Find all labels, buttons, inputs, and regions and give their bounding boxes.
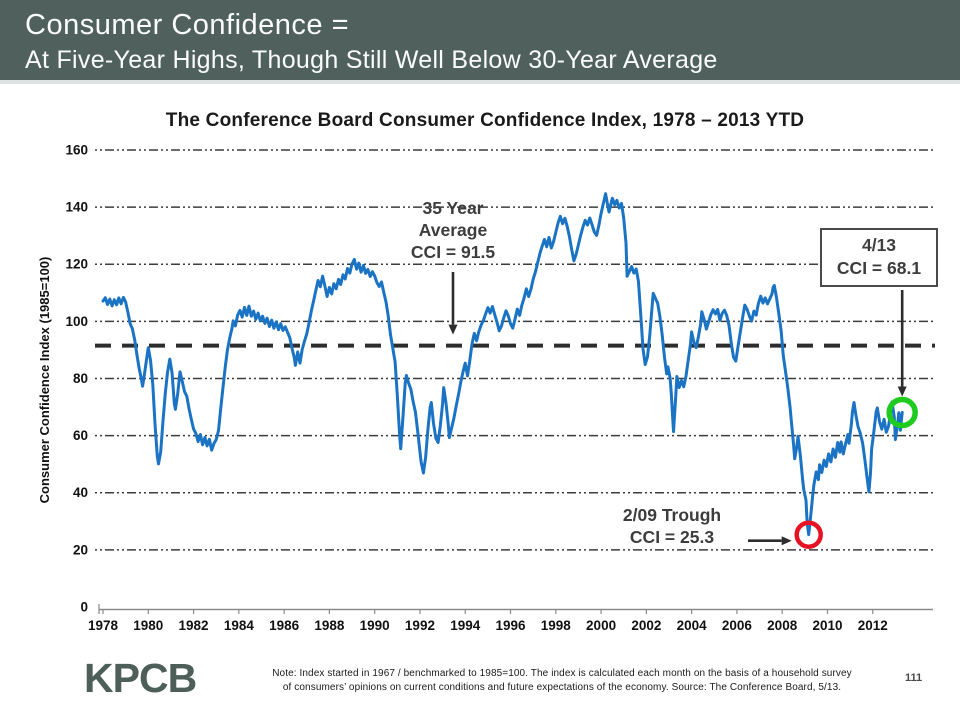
trough-annotation-line1: 2/09 Trough (622, 505, 722, 525)
source-note: Note: Index started in 1967 / benchmarke… (216, 667, 908, 694)
slide-header: Consumer Confidence = At Five-Year Highs… (0, 0, 960, 84)
slide-title-line2: At Five-Year Highs, Though Still Well Be… (25, 46, 718, 74)
x-tick-label-2010: 2010 (812, 618, 842, 633)
latest-value-callout: 4/13 CCI = 68.1 (820, 228, 938, 287)
x-tick-label-1994: 1994 (450, 618, 481, 633)
average-annotation: 35 Year Average CCI = 91.5 (383, 197, 523, 263)
y-tick-label-100: 100 (65, 314, 88, 329)
average-arrow-head (448, 324, 458, 335)
y-tick-label-160: 160 (65, 142, 88, 157)
x-tick-label-1988: 1988 (314, 618, 345, 633)
x-tick-label-1978: 1978 (88, 618, 119, 633)
y-tick-labels: 0 20 40 60 80 100 120 140 160 (65, 142, 88, 614)
x-tick-label-2004: 2004 (677, 618, 708, 633)
x-tick-label-2012: 2012 (858, 618, 888, 633)
source-note-line2: of consumers’ opinions on current condit… (282, 681, 842, 693)
x-tick-label-1998: 1998 (541, 618, 572, 633)
x-tick-label-1992: 1992 (405, 618, 435, 633)
x-tick-label-1980: 1980 (133, 618, 163, 633)
x-tick-label-1982: 1982 (179, 618, 209, 633)
x-tick-label-1986: 1986 (269, 618, 300, 633)
y-tick-label-140: 140 (65, 200, 88, 215)
x-tick-label-2006: 2006 (722, 618, 753, 633)
x-tick-label-2000: 2000 (586, 618, 616, 633)
trough-annotation-line2: CCI = 25.3 (629, 527, 715, 547)
latest-circle (886, 396, 918, 429)
y-tick-label-40: 40 (73, 485, 88, 500)
annotation-arrows (448, 272, 907, 546)
y-tick-label-60: 60 (73, 428, 88, 443)
chart-title: The Conference Board Consumer Confidence… (165, 110, 805, 131)
y-tick-label-80: 80 (73, 371, 88, 386)
source-note-line1: Note: Index started in 1967 / benchmarke… (272, 668, 852, 679)
y-tick-label-120: 120 (65, 257, 88, 272)
trough-annotation: 2/09 Trough CCI = 25.3 (596, 504, 748, 548)
page-number: 111 (905, 672, 923, 684)
y-axis-title: Consumer Confidence Index (1985=100) (37, 257, 52, 504)
latest-callout-line2: CCI = 68.1 (836, 258, 922, 278)
x-axis (98, 604, 933, 614)
x-tick-label-2002: 2002 (631, 618, 661, 633)
cci-data-line (101, 192, 904, 537)
trough-arrow-head (781, 536, 792, 546)
latest-callout-line1: 4/13 (861, 235, 897, 255)
x-tick-labels: 1978 1980 1982 1984 1986 1988 1990 1992 1994 1996… (88, 618, 888, 633)
x-tick-label-1990: 1990 (360, 618, 390, 633)
x-tick-label-1984: 1984 (224, 618, 255, 633)
average-annotation-line3: CCI = 91.5 (410, 242, 496, 262)
average-annotation-line1: 35 Year (422, 198, 484, 218)
average-annotation-line2: Average (418, 220, 488, 240)
trough-circle (794, 520, 823, 549)
slide-title-line1: Consumer Confidence = (25, 9, 350, 41)
y-tick-label-20: 20 (73, 542, 88, 557)
x-tick-label-1996: 1996 (495, 618, 526, 633)
kpcb-logo: KPCB (84, 655, 197, 701)
x-tick-label-2008: 2008 (767, 618, 798, 633)
highlight-circles (794, 396, 918, 549)
y-tick-label-0: 0 (80, 600, 88, 615)
latest-arrow-head (897, 386, 907, 397)
